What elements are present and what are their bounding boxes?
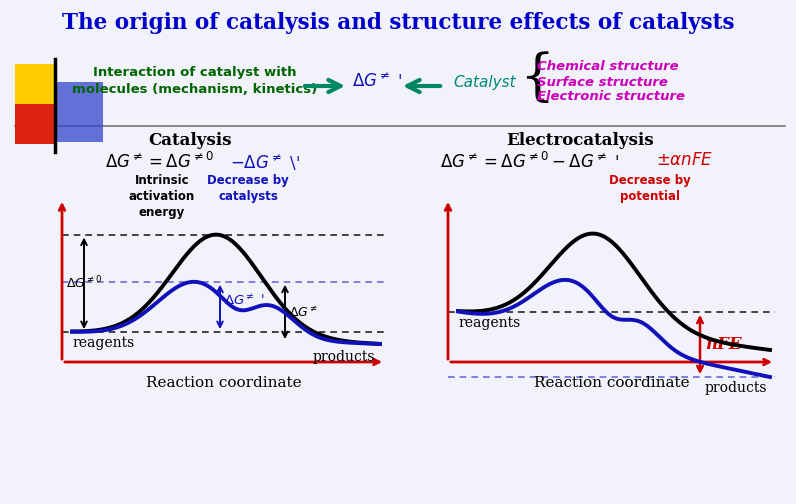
Text: reagents: reagents [458, 316, 521, 330]
Text: Decrease by
catalysts: Decrease by catalysts [207, 174, 289, 203]
Text: Chemical structure: Chemical structure [537, 59, 679, 73]
Text: Catalysis: Catalysis [148, 132, 232, 149]
Text: products: products [704, 381, 767, 395]
Text: Reaction coordinate: Reaction coordinate [533, 376, 689, 390]
Text: $\Delta G^{\neq}$: $\Delta G^{\neq}$ [289, 305, 318, 320]
Text: reagents: reagents [72, 336, 135, 350]
Text: Decrease by
potential: Decrease by potential [609, 174, 691, 203]
Bar [15, 104, 55, 144]
Text: $\Delta G^{\neq 0}$: $\Delta G^{\neq 0}$ [66, 275, 103, 292]
Text: Surface structure: Surface structure [537, 76, 668, 89]
Bar [38, 82, 103, 142]
Text: products: products [313, 350, 375, 364]
Text: $\Delta G^{\neq}$ ': $\Delta G^{\neq}$ ' [352, 73, 403, 91]
Text: Interaction of catalyst with
molecules (mechanism, kinetics): Interaction of catalyst with molecules (… [72, 66, 318, 96]
Text: nFE: nFE [705, 336, 742, 353]
Text: Catalyst: Catalyst [453, 75, 516, 90]
Text: The origin of catalysis and structure effects of catalysts: The origin of catalysis and structure ef… [62, 12, 734, 34]
Text: Electrocatalysis: Electrocatalysis [506, 132, 654, 149]
Text: $\pm\alpha nFE$: $\pm\alpha nFE$ [656, 152, 713, 169]
Bar [15, 64, 55, 104]
Text: $- \Delta G^{\neq}$ \': $- \Delta G^{\neq}$ \' [230, 152, 300, 173]
Text: Intrinsic
activation
energy: Intrinsic activation energy [129, 174, 195, 219]
Text: {: { [519, 51, 554, 106]
Text: Electronic structure: Electronic structure [537, 91, 685, 103]
Text: $\Delta G^{\neq} = \Delta G^{\neq 0} - \Delta G^{\neq}$ ': $\Delta G^{\neq} = \Delta G^{\neq 0} - \… [440, 152, 619, 172]
Text: $\Delta G^{\neq} = \Delta G^{\neq 0}$: $\Delta G^{\neq} = \Delta G^{\neq 0}$ [105, 152, 214, 172]
Text: Reaction coordinate: Reaction coordinate [146, 376, 302, 390]
Text: $\Delta G^{\neq}$ ': $\Delta G^{\neq}$ ' [224, 294, 264, 308]
